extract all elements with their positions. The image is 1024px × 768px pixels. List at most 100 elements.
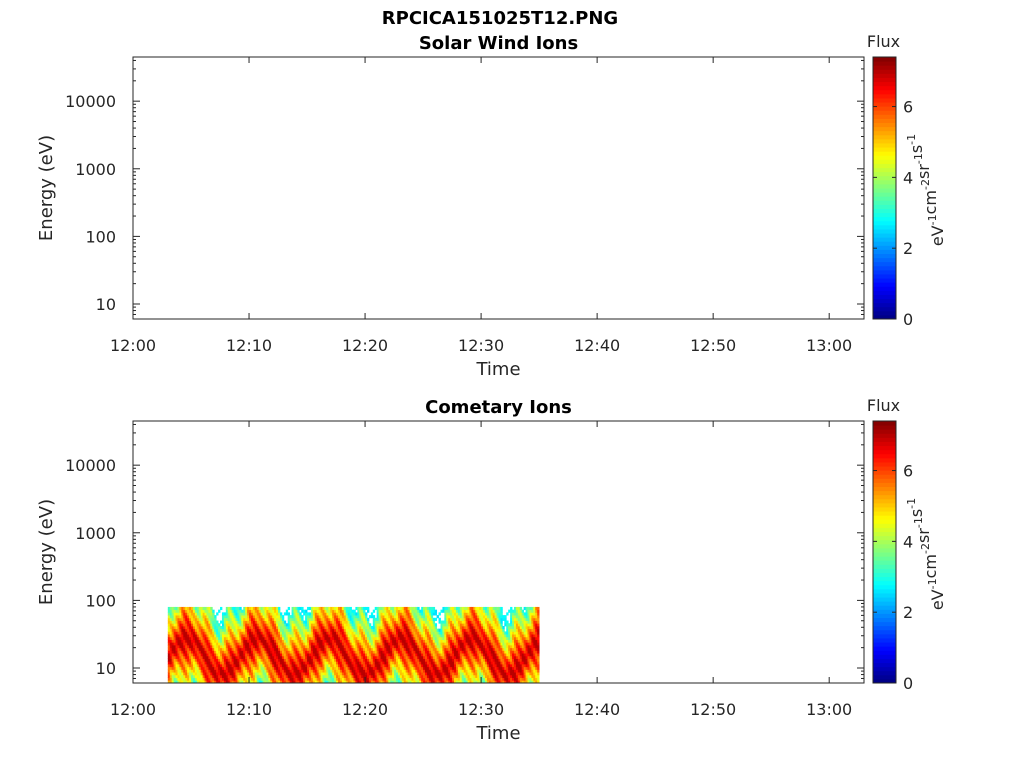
spectrogram-cell — [442, 669, 445, 673]
spectrogram-cell — [210, 623, 213, 627]
spectrogram-cell — [299, 674, 302, 678]
spectrogram-cell — [425, 606, 428, 611]
spectrogram-cell — [307, 680, 310, 684]
spectrogram-cell — [183, 669, 186, 673]
spectrogram-cell — [185, 669, 188, 673]
spectrogram-cell — [187, 631, 190, 635]
spectrogram-cell — [281, 623, 285, 627]
spectrogram-cell — [428, 653, 432, 657]
spectrogram-cell — [220, 628, 223, 632]
spectrogram-cell — [434, 636, 438, 640]
spectrogram-cell — [227, 609, 231, 613]
spectrogram-cell — [235, 674, 238, 678]
spectrogram-cell — [440, 680, 443, 684]
spectrogram-cell — [336, 631, 339, 635]
spectrogram-cell — [490, 663, 494, 668]
spectrogram-cell — [270, 658, 273, 662]
spectrogram-cell — [392, 658, 395, 662]
spectrogram-cell — [341, 669, 345, 673]
spectrogram-cell — [411, 655, 414, 659]
spectrogram-cell — [332, 680, 335, 684]
spectrogram-cell — [432, 639, 436, 643]
spectrogram-cell — [504, 680, 507, 684]
spectrogram-cell — [407, 674, 410, 678]
spectrogram-cell — [498, 669, 501, 673]
spectrogram-cell — [194, 674, 198, 678]
spectrogram-cell — [434, 677, 438, 681]
spectrogram-cell — [185, 655, 188, 659]
spectrogram-cell — [299, 639, 302, 643]
spectrogram-cell — [372, 677, 376, 681]
spectrogram-cell — [444, 677, 447, 681]
spectrogram-cell — [368, 644, 372, 649]
spectrogram-cell — [463, 653, 467, 657]
spectrogram-cell — [231, 623, 234, 627]
spectrogram-cell — [486, 647, 490, 651]
spectrogram-cell — [214, 639, 217, 643]
spectrogram-cell — [198, 666, 202, 670]
spectrogram-cell — [204, 655, 207, 659]
spectrogram-cell — [308, 663, 312, 668]
spectrogram-cell — [218, 672, 221, 676]
spectrogram-cell — [239, 669, 242, 673]
spectrogram-cell — [403, 653, 407, 657]
spectrogram-cell — [324, 612, 327, 616]
spectrogram-cell — [208, 644, 211, 649]
spectrogram-cell — [307, 628, 310, 632]
spectrogram-cell — [318, 628, 321, 632]
spectrogram-cell — [353, 623, 356, 627]
spectrogram-cell — [314, 677, 318, 681]
spectrogram-cell — [467, 625, 470, 630]
spectrogram-cell — [434, 642, 438, 646]
spectrogram-cell — [465, 661, 468, 665]
spectrogram-cell — [426, 631, 430, 635]
spectrogram-cell — [361, 617, 364, 621]
spectrogram-cell — [494, 612, 497, 616]
spectrogram-cell — [287, 661, 291, 665]
spectrogram-cell — [312, 674, 316, 678]
spectrogram-cell — [469, 663, 472, 668]
spectrogram-cell — [415, 620, 418, 624]
spectrogram-cell — [293, 631, 296, 635]
spectrogram-cell — [380, 647, 383, 651]
spectrogram-cell — [353, 677, 356, 681]
spectrogram-cell — [210, 669, 213, 673]
spectrogram-cell — [390, 615, 393, 619]
spectrogram-cell — [473, 606, 476, 611]
spectrogram-cell — [278, 644, 281, 649]
spectrogram-cell — [264, 634, 267, 638]
spectrogram-cell — [187, 623, 190, 627]
spectrogram-cell — [237, 612, 240, 616]
colorbar-segment — [873, 196, 896, 201]
spectrogram-cell — [355, 631, 358, 635]
spectrogram-cell — [428, 617, 432, 621]
spectrogram-cell — [440, 666, 443, 670]
spectrogram-cell — [194, 642, 198, 646]
spectrogram-cell — [417, 666, 420, 670]
spectrogram-cell — [307, 658, 310, 662]
spectrogram-cell — [479, 666, 482, 670]
spectrogram-cell — [194, 666, 198, 670]
spectrogram-cell — [382, 666, 385, 670]
spectrogram-cell — [349, 680, 352, 684]
spectrogram-cell — [341, 625, 345, 630]
spectrogram-cell — [392, 647, 395, 651]
spectrogram-cell — [504, 666, 507, 670]
spectrogram-cell — [430, 644, 434, 649]
spectrogram-cell — [249, 661, 252, 665]
spectrogram-cell — [486, 658, 490, 662]
spectrogram-cell — [262, 642, 265, 646]
spectrogram-cell — [446, 680, 449, 684]
spectrogram-cell — [233, 636, 236, 640]
spectrogram-cell — [279, 642, 283, 646]
spectrogram-cell — [351, 634, 354, 638]
colorbar-segment — [873, 269, 896, 275]
spectrogram-cell — [407, 663, 410, 668]
spectrogram-cell — [484, 612, 488, 616]
spectrogram-cell — [401, 617, 405, 621]
spectrogram-cell — [200, 650, 204, 654]
spectrogram-cell — [368, 666, 372, 670]
spectrogram-cell — [208, 674, 211, 678]
spectrogram-cell — [461, 628, 465, 632]
spectrogram-cell — [355, 661, 358, 665]
